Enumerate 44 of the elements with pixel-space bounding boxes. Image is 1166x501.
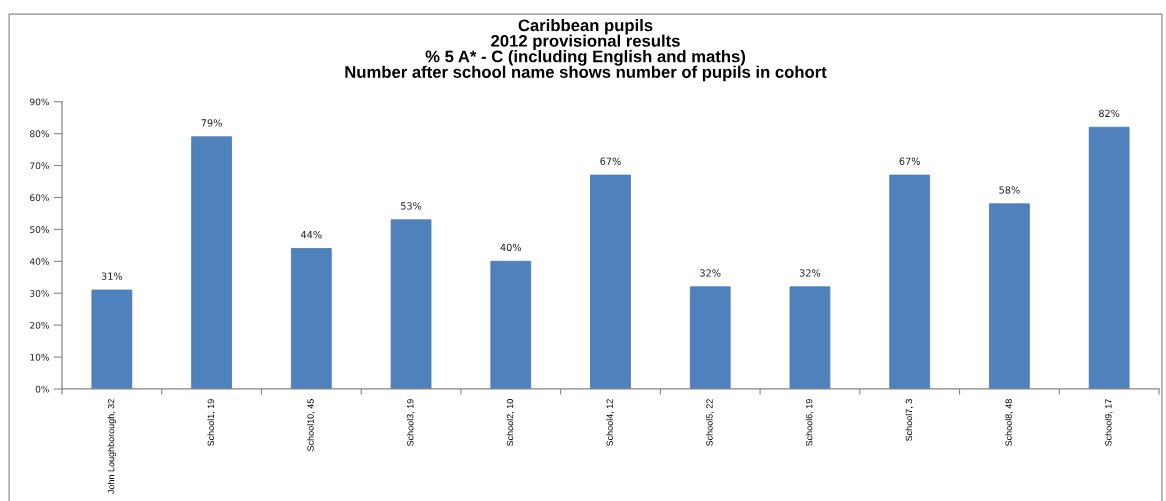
x-tick-label: School8, 48 <box>1005 399 1013 446</box>
x-tick-label: John Loughborough, 32 <box>107 399 117 494</box>
x-tick-label: School2, 10 <box>506 399 515 446</box>
x-tick-label: School6, 19 <box>805 399 814 446</box>
data-label: 31% <box>101 272 123 280</box>
data-label: 32% <box>700 269 721 277</box>
bar <box>390 219 432 389</box>
y-tick-label: 90% <box>30 98 49 106</box>
bar <box>590 174 631 389</box>
bar <box>889 174 931 389</box>
x-tick-label: School5, 22 <box>706 399 714 446</box>
y-tick-label: 0% <box>35 385 49 393</box>
bar <box>91 289 133 389</box>
data-label: 67% <box>600 157 621 165</box>
chart-title: Caribbean pupils 2012 provisional results % 5 A* - C (including English and maths) Number after school name shows number of pupils in cohort <box>345 19 827 82</box>
data-label: 82% <box>1098 109 1120 118</box>
x-tick-label: School3, 19 <box>406 399 415 446</box>
y-tick-label: 60% <box>30 194 49 202</box>
y-tick-label: 30% <box>30 289 49 297</box>
y-tick-label: 40% <box>29 258 49 265</box>
bar <box>789 286 831 389</box>
bar <box>989 203 1030 389</box>
x-tick-label: School4, 12 <box>606 399 614 446</box>
y-tick-label: 80% <box>30 130 49 138</box>
y-tick-label: 10% <box>30 353 49 361</box>
data-label: 53% <box>400 202 422 210</box>
y-tick-label: 20% <box>30 321 49 329</box>
bar <box>689 286 731 389</box>
x-tick-label: School10, 45 <box>307 399 315 452</box>
x-tick-label: School7, 3 <box>905 399 914 441</box>
bar <box>1088 126 1130 389</box>
bar <box>191 136 232 389</box>
y-tick-label: 50% <box>30 226 49 233</box>
data-label: 79% <box>201 119 222 127</box>
data-label: 40% <box>500 243 522 252</box>
data-label: 67% <box>899 157 920 165</box>
bar <box>290 248 332 389</box>
y-tick-label: 70% <box>30 162 49 170</box>
x-tick-label: School1, 19 <box>207 399 216 446</box>
data-label: 32% <box>799 269 821 277</box>
data-label: 44% <box>300 230 322 239</box>
x-tick-label: School9, 17 <box>1104 399 1113 446</box>
bar <box>490 260 532 389</box>
data-label: 58% <box>999 186 1020 194</box>
